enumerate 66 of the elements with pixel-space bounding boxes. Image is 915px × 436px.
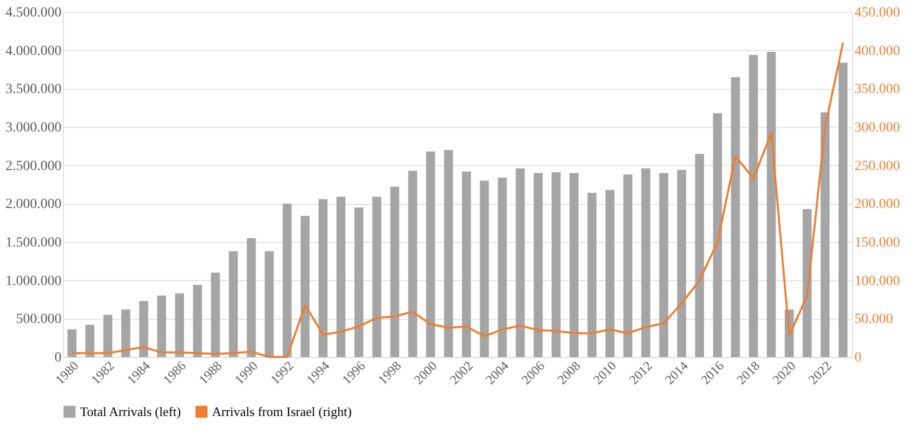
- bar: [605, 190, 614, 357]
- bar: [157, 296, 166, 357]
- y-tick-label: 2.500.000: [6, 158, 62, 174]
- bar: [103, 314, 112, 357]
- bar: [67, 329, 76, 357]
- bar: [85, 324, 94, 357]
- bar: [175, 293, 184, 357]
- bar: [498, 178, 507, 357]
- y-tick-label: 3.000.000: [6, 120, 62, 136]
- bar: [588, 192, 596, 357]
- y2-tick-label: 50.000: [854, 312, 893, 328]
- bar: [766, 52, 776, 357]
- y2-tick-label: 400.000: [854, 44, 900, 59]
- bar: [623, 174, 632, 357]
- bar: [354, 208, 364, 357]
- bar: [121, 309, 130, 357]
- bar: [838, 62, 848, 357]
- y-tick-label: 1.000.000: [6, 274, 62, 289]
- bar: [282, 204, 292, 357]
- bar: [677, 170, 686, 357]
- bar: [659, 173, 668, 357]
- bar: [534, 173, 543, 357]
- y2-tick-label: 150.000: [854, 236, 900, 250]
- bar: [730, 77, 740, 357]
- bar: [748, 54, 758, 357]
- y-tick-label: 2.000.000: [6, 197, 62, 212]
- bar: [210, 272, 220, 357]
- bar: [300, 216, 310, 357]
- bar: [695, 154, 704, 357]
- y-tick-label: 4.000.000: [6, 44, 62, 59]
- y-tick-label: 3.500.000: [6, 82, 62, 98]
- bar: [246, 238, 256, 357]
- bar: [462, 171, 471, 357]
- bar: [372, 196, 382, 357]
- bar: [552, 172, 561, 357]
- bar: [641, 168, 650, 357]
- bar: [426, 152, 436, 357]
- bar: [139, 301, 148, 357]
- bar: [193, 284, 202, 357]
- y2-tick-label: 300.000: [854, 120, 900, 136]
- y2-tick-label: 350.000: [854, 82, 900, 98]
- bar: [264, 251, 274, 357]
- y2-tick-label: 0: [854, 350, 862, 366]
- legend-label: Total Arrivals (left): [80, 404, 181, 419]
- bar: [570, 173, 579, 357]
- y-tick-label: 1.500.000: [6, 236, 62, 250]
- bar: [318, 199, 328, 357]
- bar: [713, 113, 722, 357]
- y2-tick-label: 250.000: [854, 158, 900, 174]
- bar: [228, 251, 238, 357]
- bar: [408, 170, 418, 357]
- line-series: [70, 42, 844, 358]
- bar: [390, 186, 400, 357]
- y-tick-label: 0: [54, 350, 62, 366]
- y2-tick-label: 200.000: [854, 197, 900, 212]
- y-tick-label: 4.500.000: [6, 6, 62, 20]
- bar: [516, 168, 525, 357]
- bar: [336, 196, 346, 357]
- legend-label: Arrivals from Israel (right): [212, 404, 352, 419]
- bar: [802, 209, 812, 357]
- y2-tick-label: 100.000: [854, 274, 900, 289]
- bar: [444, 150, 454, 357]
- y2-tick-label: 450.000: [854, 6, 900, 20]
- bar: [820, 112, 830, 357]
- bar: [480, 180, 489, 357]
- y-tick-label: 500.000: [16, 312, 62, 328]
